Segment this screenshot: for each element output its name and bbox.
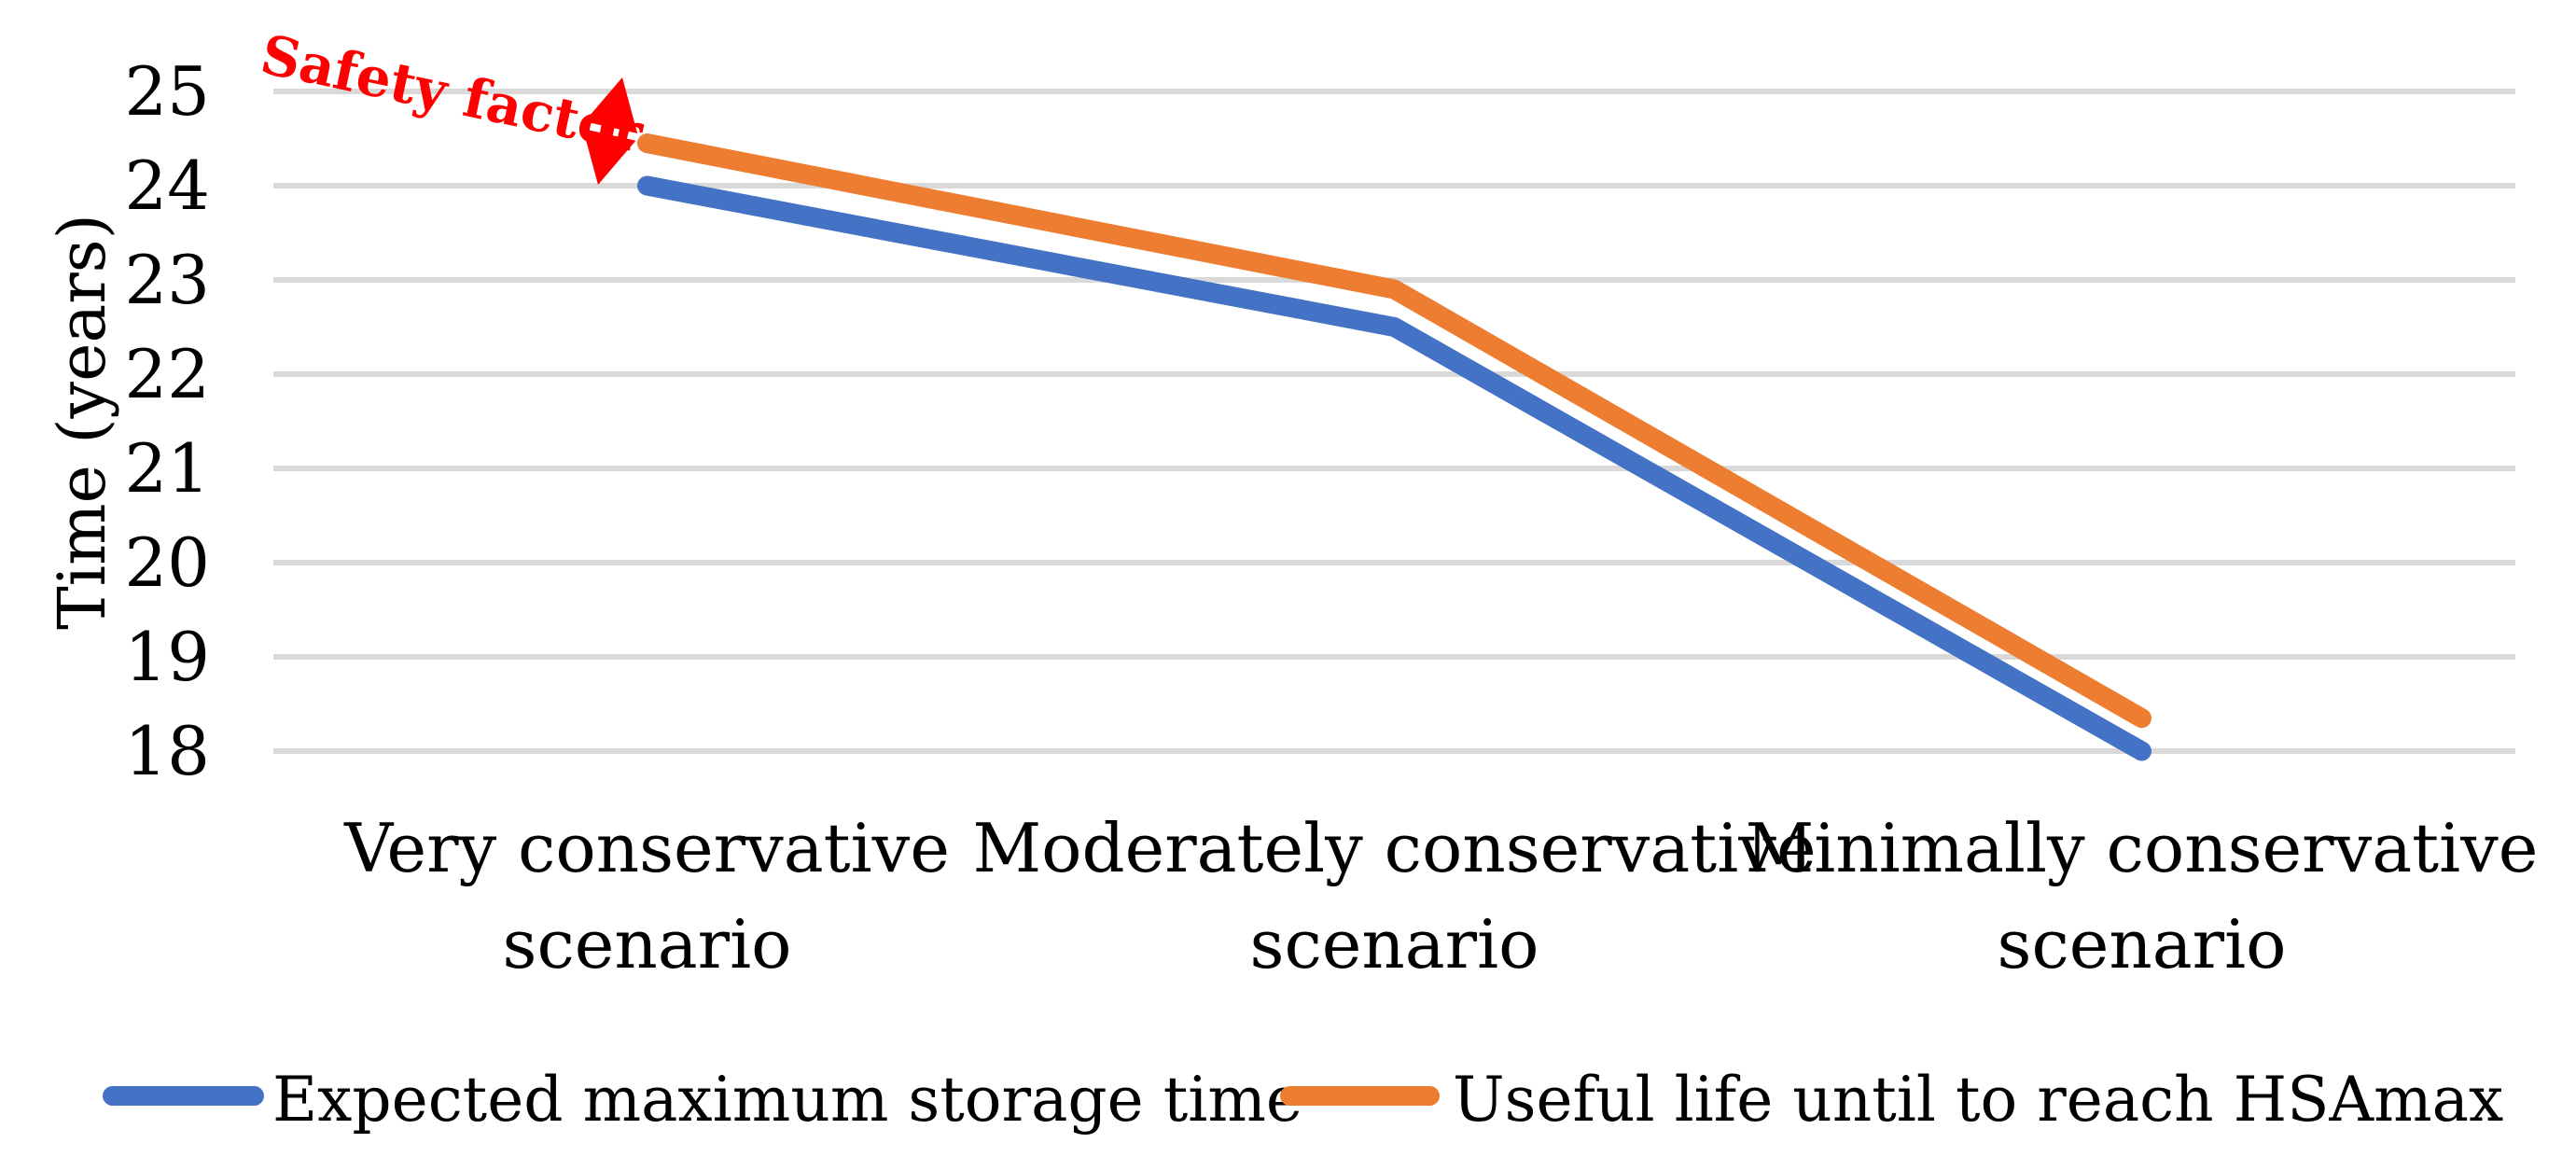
y-tick-label-18: 18 — [124, 712, 210, 790]
legend-swatch-useful-life — [1280, 1086, 1440, 1106]
x-label-2: Minimally conservative scenario — [1629, 801, 2576, 993]
x-label-line: scenario — [502, 905, 792, 983]
y-tick-label-19: 19 — [124, 618, 210, 696]
y-tick-label-20: 20 — [124, 523, 210, 602]
safety-factor-arrow-down-head — [582, 129, 636, 185]
x-label-1: Moderately conservative scenario — [882, 801, 1908, 993]
x-label-line: scenario — [1997, 905, 2287, 983]
x-label-line: Very conservative — [344, 809, 950, 887]
safety-factor-arrow-shaft — [604, 118, 616, 145]
x-label-line: Moderately conservative — [972, 809, 1817, 887]
series-line-0 — [637, 175, 2151, 761]
y-tick-label-21: 21 — [124, 429, 210, 508]
y-tick-label-24: 24 — [124, 146, 210, 225]
x-label-line: scenario — [1249, 905, 1539, 983]
y-tick-label-22: 22 — [124, 335, 210, 413]
legend-swatch-expected-max-storage — [103, 1086, 264, 1106]
legend-label-expected-max-storage: Expected maximum storage time — [272, 1064, 1302, 1136]
legend-label-useful-life: Useful life until to reach HSAmax — [1453, 1064, 2504, 1136]
y-tick-label-25: 25 — [124, 52, 210, 131]
safety-factor-arrow-up-head — [584, 77, 638, 133]
series-line-1 — [637, 133, 2151, 729]
x-label-line: Minimally conservative — [1745, 809, 2539, 887]
x-label-0: Very conservative scenario — [134, 801, 1161, 993]
y-tick-label-23: 23 — [124, 241, 210, 319]
